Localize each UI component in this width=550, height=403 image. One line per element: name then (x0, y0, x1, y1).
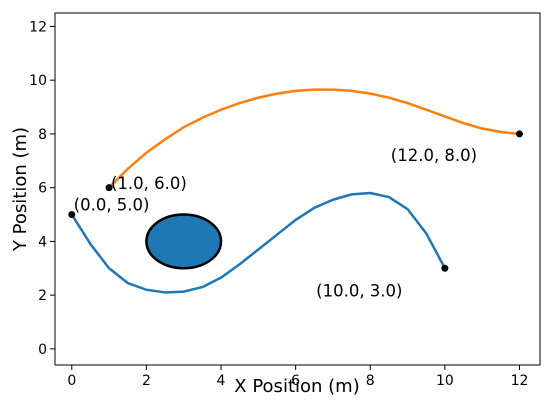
plot-frame (54, 12, 541, 366)
waypoint-label-4: (12.0, 8.0) (391, 146, 477, 165)
waypoint-marker-3 (441, 264, 449, 272)
waypoint-label-2: (1.0, 6.0) (111, 174, 187, 193)
plot-layer: (0.0, 5.0) (1.0, 6.0) (10.0, 3.0) (12.0, 8.… (68, 88, 523, 300)
trajectory-line-2 (107, 88, 521, 189)
y-tick-label: 6 (38, 181, 47, 197)
x-tick-label: 10 (436, 373, 454, 389)
axis-ticks: 0 2 4 6 8 10 12 0 2 4 6 8 10 12 (29, 19, 528, 389)
y-tick-label: 12 (29, 19, 47, 35)
x-tick-label: 2 (142, 373, 151, 389)
y-tick-label: 0 (38, 342, 47, 358)
y-tick-label: 4 (38, 234, 47, 250)
x-tick-label: 12 (511, 373, 529, 389)
waypoint-marker-2 (105, 184, 113, 192)
x-tick-label: 4 (217, 373, 226, 389)
waypoint-marker-1 (68, 211, 76, 219)
waypoint-label-1: (0.0, 5.0) (74, 195, 150, 214)
y-tick-label: 8 (38, 127, 47, 143)
trajectory-line-1 (70, 191, 447, 294)
y-tick-label: 10 (29, 73, 47, 89)
waypoint-label-3: (10.0, 3.0) (316, 281, 402, 300)
x-tick-label: 0 (67, 373, 76, 389)
y-axis-label: Y Position (m) (10, 127, 31, 252)
obstacle-circle (145, 213, 223, 270)
x-axis-label: X Position (m) (234, 376, 359, 397)
x-tick-label: 6 (291, 373, 300, 389)
waypoint-marker-4 (515, 130, 523, 138)
y-tick-label: 2 (38, 288, 47, 304)
x-tick-label: 8 (366, 373, 375, 389)
